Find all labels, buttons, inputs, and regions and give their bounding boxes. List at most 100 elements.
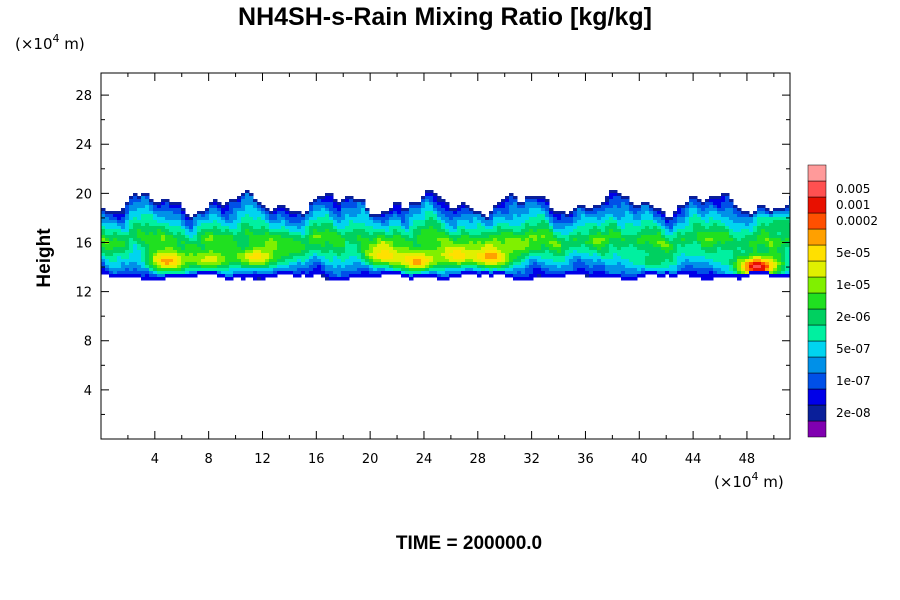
heatmap-cell: [413, 211, 418, 215]
heatmap-cell: [561, 214, 566, 218]
heatmap-cell: [265, 256, 270, 260]
heatmap-cell: [661, 217, 666, 221]
heatmap-cell: [701, 214, 706, 218]
heatmap-cell: [661, 271, 666, 275]
heatmap-cell: [505, 250, 510, 254]
heatmap-cell: [705, 274, 710, 278]
heatmap-cell: [417, 265, 422, 269]
heatmap-cell: [433, 241, 438, 245]
heatmap-cell: [529, 244, 534, 248]
heatmap-cell: [201, 256, 206, 260]
heatmap-cell: [237, 241, 242, 245]
heatmap-cell: [117, 214, 122, 218]
heatmap-cell: [117, 268, 122, 272]
heatmap-cell: [473, 226, 478, 230]
heatmap-cell: [285, 229, 290, 233]
heatmap-cell: [509, 247, 514, 251]
heatmap-cell: [701, 235, 706, 239]
heatmap-cell: [669, 262, 674, 266]
heatmap-cell: [477, 265, 482, 269]
heatmap-cell: [777, 208, 782, 212]
heatmap-cell: [561, 241, 566, 245]
heatmap-cell: [245, 229, 250, 233]
heatmap-cell: [573, 265, 578, 269]
heatmap-cell: [241, 253, 246, 257]
heatmap-cell: [441, 244, 446, 248]
heatmap-cell: [561, 235, 566, 239]
heatmap-cell: [209, 244, 214, 248]
heatmap-cell: [553, 211, 558, 215]
heatmap-cell: [613, 196, 618, 200]
heatmap-cell: [357, 271, 362, 275]
heatmap-cell: [285, 271, 290, 275]
heatmap-cell: [545, 229, 550, 233]
heatmap-cell: [433, 205, 438, 209]
heatmap-cell: [605, 205, 610, 209]
heatmap-cell: [473, 229, 478, 233]
heatmap-cell: [161, 262, 166, 266]
heatmap-cell: [757, 232, 762, 236]
heatmap-cell: [289, 211, 294, 215]
heatmap-cell: [569, 259, 574, 263]
heatmap-cell: [533, 217, 538, 221]
heatmap-cell: [257, 208, 262, 212]
heatmap-cell: [169, 253, 174, 257]
heatmap-cell: [305, 211, 310, 215]
heatmap-cell: [429, 217, 434, 221]
heatmap-cell: [265, 223, 270, 227]
heatmap-cell: [361, 211, 366, 215]
heatmap-cell: [573, 211, 578, 215]
heatmap-cell: [697, 202, 702, 206]
heatmap-cell: [233, 244, 238, 248]
heatmap-cell: [657, 211, 662, 215]
heatmap-cell: [413, 223, 418, 227]
heatmap-cell: [537, 250, 542, 254]
heatmap-cell: [737, 256, 742, 260]
time-label: TIME = 200000.0: [396, 533, 542, 554]
heatmap-cell: [737, 277, 742, 281]
heatmap-cell: [209, 265, 214, 269]
heatmap-cell: [325, 250, 330, 254]
heatmap-cell: [173, 271, 178, 275]
heatmap-cell: [453, 265, 458, 269]
heatmap-cell: [217, 229, 222, 233]
heatmap-cell: [153, 232, 158, 236]
heatmap-cell: [717, 214, 722, 218]
heatmap-cell: [105, 235, 110, 239]
heatmap-cell: [441, 214, 446, 218]
heatmap-cell: [329, 268, 334, 272]
heatmap-cell: [133, 229, 138, 233]
heatmap-cell: [505, 238, 510, 242]
heatmap-cell: [401, 256, 406, 260]
heatmap-cell: [485, 253, 490, 257]
heatmap-cell: [325, 205, 330, 209]
heatmap-cell: [629, 271, 634, 275]
heatmap-cell: [521, 226, 526, 230]
heatmap-cell: [269, 241, 274, 245]
heatmap-cell: [693, 196, 698, 200]
heatmap-cell: [165, 265, 170, 269]
heatmap-cell: [237, 226, 242, 230]
heatmap-cell: [297, 250, 302, 254]
heatmap-cell: [445, 232, 450, 236]
heatmap-cell: [113, 274, 118, 278]
heatmap-cell: [565, 253, 570, 257]
heatmap-cell: [141, 211, 146, 215]
heatmap-cell: [713, 244, 718, 248]
heatmap-cell: [517, 271, 522, 275]
heatmap-cell: [497, 217, 502, 221]
heatmap-cell: [509, 268, 514, 272]
heatmap-cell: [125, 268, 130, 272]
x-tick-label: 40: [631, 452, 648, 467]
heatmap-cell: [461, 262, 466, 266]
heatmap-cell: [385, 271, 390, 275]
heatmap-cell: [685, 241, 690, 245]
heatmap-cell: [457, 214, 462, 218]
heatmap-cell: [541, 250, 546, 254]
heatmap-cell: [609, 193, 614, 197]
heatmap-cell: [633, 211, 638, 215]
heatmap-cell: [377, 256, 382, 260]
heatmap-cell: [701, 226, 706, 230]
heatmap-cell: [201, 223, 206, 227]
heatmap-cell: [573, 235, 578, 239]
